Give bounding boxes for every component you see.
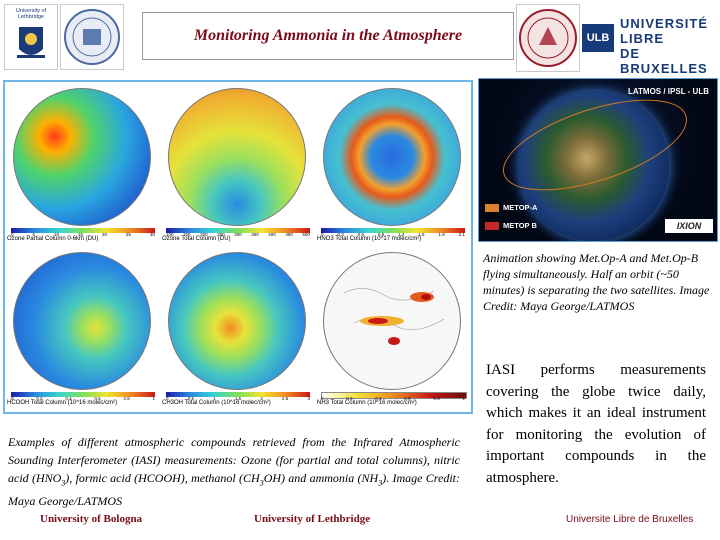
ticks-ozone-partial: 0 5 10 15 20 25 30: [11, 232, 155, 237]
ticks-nh3: 0 0.2 0.4 0.6 0.8 1: [321, 396, 465, 401]
label-ozone-total: Ozone Total Column (DU): [162, 236, 231, 242]
ticks-ch3oh: 0 0.5 1 1.5 2 2.5 3: [166, 396, 310, 401]
bologna-seal-icon: [519, 9, 577, 67]
colorbar-nh3: [321, 392, 467, 399]
title-box: Monitoring Ammonia in the Atmosphere: [142, 12, 514, 60]
footer-bologna: University of Bologna: [40, 513, 143, 525]
iasi-maps-figure: 0 5 10 15 20 25 30 Ozone Partial Column 0-6km …: [3, 80, 473, 414]
colorbar-hno3: [321, 228, 465, 233]
ozone-total-map: 100 150 200 250 300 350 400 450 500 Ozone Total …: [162, 84, 314, 249]
ticks-hcooh: 0 0.2 0.4 0.6 0.8 1: [11, 396, 155, 401]
label-hcooh: HCOOH Total Column (10^16 molec/cm²): [7, 400, 118, 406]
page-title: Monitoring Ammonia in the Atmosphere: [193, 27, 463, 44]
examples-caption: Examples of different atmospheric compou…: [8, 435, 460, 509]
hcooh-map: 0 0.2 0.4 0.6 0.8 1 HCOOH Total Column (10^16…: [7, 248, 159, 413]
colorbar-hcooh: [11, 392, 155, 397]
video-watermark: IXION: [665, 219, 713, 233]
ozone-partial-map: 0 5 10 15 20 25 30 Ozone Partial Column 0-6km …: [7, 84, 159, 249]
colorbar-ozone-partial: [11, 228, 155, 233]
legend-swatch-metop-b: [485, 221, 499, 230]
uleth-logo: University of Lethbridge: [4, 4, 58, 70]
label-nh3: NH3 Total Column (10^16 molec/cm²): [317, 400, 417, 406]
globe-nh3: [323, 252, 461, 390]
globe-ch3oh: [168, 252, 306, 390]
globe-hno3: [323, 88, 461, 226]
ulb-logo: ULB UNIVERSITÉ LIBRE DE BRUXELLES: [582, 6, 716, 76]
label-ch3oh: CH3OH Total Column (10^16 molec/cm²): [162, 400, 271, 406]
footer-ulb: Universite Libre de Bruxelles: [566, 514, 694, 525]
uleth-logo-text: University of Lethbridge: [15, 8, 47, 20]
nh3-hotspots-icon: [343, 288, 445, 345]
ticks-ozone-total: 100 150 200 250 300 350 400 450 500: [166, 232, 310, 237]
ulb-wordmark: UNIVERSITÉ LIBRE DE BRUXELLES: [620, 16, 709, 76]
earth-globe: [519, 91, 669, 241]
footer-lethbridge: University of Lethbridge: [254, 513, 371, 525]
ulb-badge: ULB: [582, 24, 614, 52]
globe-ozone-partial: [13, 88, 151, 226]
globe-ozone-total: [168, 88, 306, 226]
globe-hcooh: [13, 252, 151, 390]
nh3-map: 0 0.2 0.4 0.6 0.8 1 NH3 Total Column (10^16 m…: [317, 248, 469, 413]
bologna-seal-logo: [516, 4, 580, 72]
colorbar-ch3oh: [166, 392, 310, 397]
iasi-description: IASI performs measurements covering the …: [486, 362, 706, 486]
hno3-map: 0 0.3 0.6 0.9 1.2 1.5 1.8 2.1 HNO3 Total Column…: [317, 84, 469, 249]
label-hno3: HNO3 Total Column (10^17 molec/cm²): [317, 236, 422, 242]
colorbar-ozone-total: [166, 228, 310, 233]
ticks-hno3: 0 0.3 0.6 0.9 1.2 1.5 1.8 2.1: [321, 232, 465, 237]
animation-caption: Animation showing Met.Op-A and Met.Op-B …: [483, 251, 710, 313]
video-credit: LATMOS / IPSL - ULB: [627, 87, 709, 96]
legend-metop-b: METOP B: [485, 221, 537, 230]
legend-swatch-metop-a: [485, 203, 499, 212]
legend-metop-a: METOP-A: [485, 203, 537, 212]
label-ozone-partial: Ozone Partial Column 0-6km (DU): [7, 236, 99, 242]
uleth-crest-icon: [17, 27, 45, 58]
university-seal-icon: [64, 9, 120, 65]
seal-logo-left: [60, 4, 124, 70]
metop-animation-video[interactable]: LATMOS / IPSL - ULB METOP-A METOP B IXIO…: [478, 78, 718, 242]
ch3oh-map: 0 0.5 1 1.5 2 2.5 3 CH3OH Total Column (10^16 …: [162, 248, 314, 413]
